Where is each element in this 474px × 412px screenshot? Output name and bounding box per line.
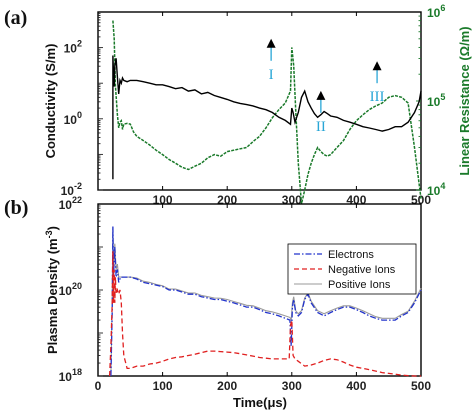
series-line-negative-ions: [108, 251, 421, 377]
annotation-arrow-head: [266, 38, 276, 48]
panel-a-left-y-tick-exp: 0: [77, 110, 82, 120]
panel-a-right-y-tick-base: 10: [427, 95, 441, 109]
panel-a-label: (a): [4, 7, 27, 29]
panel-a-left-y-tick-exp: -2: [74, 181, 82, 191]
panel-b-y-tick-label: 1022: [59, 195, 82, 212]
panel-b-y-tick-base: 10: [59, 284, 73, 298]
annotation-arrow-head: [316, 90, 326, 100]
series-line-conductivity: [112, 55, 422, 180]
panel-a-left-y-tick-label: 10-2: [61, 181, 82, 198]
panel-b-y-axis-title-close: ): [45, 226, 60, 230]
series-line-linear-resistance: [112, 20, 422, 204]
legend-label-negative-ions: Negative Ions: [328, 264, 396, 276]
panel-b-x-tick-label: 400: [346, 379, 366, 393]
panel-a-right-axis-title: Linear Resistance (Ω/m): [457, 26, 472, 175]
panel-b-x-tick-label: 500: [411, 379, 431, 393]
panel-a-right-y-tick-base: 10: [427, 6, 441, 20]
panel-a-right-y-tick-label: 106: [427, 3, 445, 20]
legend-label-electrons: Electrons: [328, 249, 374, 261]
panel-b-x-tick-label: 0: [95, 379, 102, 393]
legend-label-positive-ions: Positive Ions: [328, 279, 391, 291]
panel-a-left-y-tick-base: 10: [64, 113, 78, 127]
panel-b-x-tick-label: 200: [217, 379, 237, 393]
annotation-label: II: [316, 119, 326, 135]
panel-b-y-axis-title: Plasma Density (m-3): [44, 226, 60, 354]
panel-b-y-tick-exp: 18: [72, 367, 82, 377]
panel-a-series: [112, 20, 422, 204]
panel-b-series: [108, 226, 422, 377]
panel-b-y-axis-title-sup: -3: [44, 230, 54, 238]
panel-a-right-y-tick-base: 10: [427, 184, 441, 198]
panel-a-left-y-tick-base: 10: [64, 42, 78, 56]
series-line-positive-ions: [110, 226, 422, 377]
panel-a-right-y-tick-exp: 6: [440, 3, 445, 13]
panel-b-label: (b): [4, 197, 28, 219]
panel-b-y-tick-label: 1018: [59, 367, 82, 384]
panel-b-x-tick-label: 100: [153, 379, 173, 393]
panel-b-y-tick-label: 1020: [59, 281, 82, 298]
panel-a-right-y-tick-exp: 4: [440, 181, 445, 191]
panel-b-x-axis-title: Time(μs): [233, 395, 287, 410]
panel-a-left-y-tick-exp: 2: [77, 39, 82, 49]
series-line-electrons: [110, 226, 422, 377]
panel-a-right-y-tick-label: 104: [427, 181, 445, 198]
panel-b-x-tick-label: 300: [282, 379, 302, 393]
panel-a-left-y-tick-label: 100: [64, 110, 82, 127]
panel-a-left-y-tick-base: 10: [61, 184, 75, 198]
panel-a-left-y-tick-label: 102: [64, 39, 82, 56]
annotation-label: I: [269, 67, 274, 83]
legend-box: [287, 243, 417, 295]
panel-a-right-y-tick-exp: 5: [440, 92, 445, 102]
panel-a-right-y-tick-label: 105: [427, 92, 445, 109]
annotation-arrow-head: [372, 61, 382, 71]
panel-b-y-tick-base: 10: [59, 370, 73, 384]
panel-b-y-tick-exp: 20: [72, 281, 82, 291]
panel-b-y-axis-title-main: Plasma Density (m: [45, 238, 60, 354]
annotation-label: III: [370, 89, 385, 105]
panel-b-y-tick-base: 10: [59, 198, 73, 212]
panel-b-y-tick-exp: 22: [72, 195, 82, 205]
legend: Electrons Negative Ions Positive Ions: [287, 243, 417, 295]
panel-a-y-axis-title: Conductivity (S/m): [43, 44, 58, 159]
